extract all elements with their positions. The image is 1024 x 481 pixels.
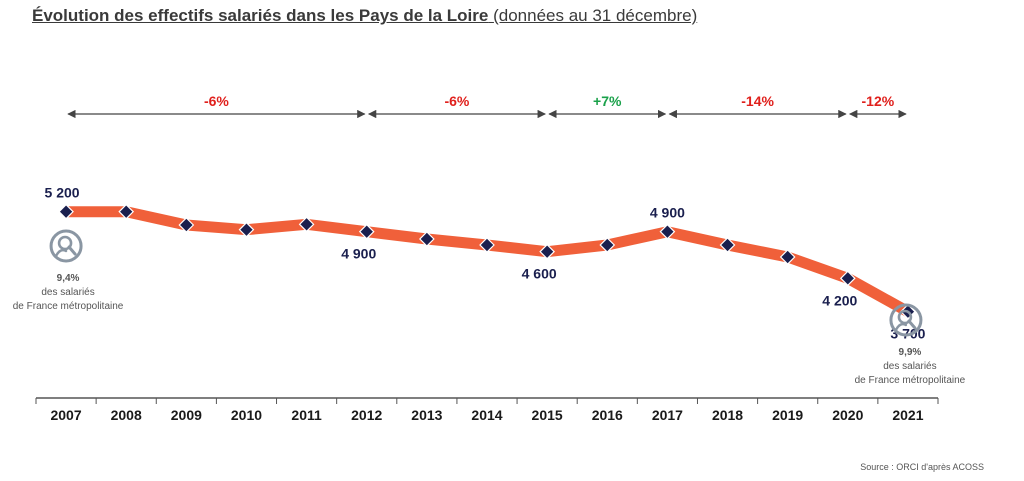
data-label-2007: 5 200 [45, 185, 80, 201]
chart-title: Évolution des effectifs salariés dans le… [32, 6, 697, 26]
x-tick-label-2014: 2014 [471, 407, 502, 423]
chart-title-sub: (données au 31 décembre) [493, 6, 698, 25]
period-change-label-2: -6% [444, 93, 469, 109]
data-point-2011 [298, 216, 315, 233]
x-tick-label-2009: 2009 [171, 407, 202, 423]
data-point-2008 [118, 203, 135, 220]
x-tick-label-2019: 2019 [772, 407, 803, 423]
x-tick-label-2013: 2013 [411, 407, 442, 423]
period-change-label-3: +7% [593, 93, 622, 109]
x-tick-label-2016: 2016 [592, 407, 623, 423]
note-line1-2007: des salariés [41, 287, 94, 298]
data-point-2009 [178, 217, 195, 233]
note-percentage-2021: 9,9% [899, 347, 922, 358]
x-tick-label-2017: 2017 [652, 407, 683, 423]
notes-group: 9,4% des salariés de France métropolitaine… [13, 229, 966, 386]
note-line2-2021: de France métropolitaine [855, 375, 966, 386]
data-point-2018 [719, 237, 736, 253]
data-label-2020: 4 200 [822, 292, 857, 308]
people-search-icon-ring [889, 303, 923, 337]
note-line1-2021: des salariés [883, 361, 936, 372]
data-point-2020 [839, 270, 856, 287]
people-search-icon-lens [57, 235, 73, 251]
x-tick-label-2021: 2021 [892, 407, 923, 423]
data-point-2007 [58, 203, 74, 220]
chart-title-main: Évolution des effectifs salariés dans le… [32, 6, 489, 25]
period-change-label-1: -6% [204, 93, 229, 109]
x-tick-label-2008: 2008 [111, 407, 142, 423]
source-note: Source : ORCI d'après ACOSS [860, 462, 984, 472]
data-point-2015 [539, 243, 555, 260]
people-search-icon-handle [907, 319, 917, 330]
data-point-2014 [479, 237, 495, 253]
people-search-icon-handle [67, 245, 77, 256]
people-search-icon-lens [897, 309, 913, 325]
x-axis: 2007 2008 2009 2010 2011 2012 2013 2014 2015 2016… [35, 397, 939, 423]
people-search-icon-ring [49, 229, 83, 263]
data-point-2017 [659, 223, 676, 240]
people-search-icon-shoulder [894, 322, 908, 332]
data-points-group [58, 203, 916, 320]
data-point-2019 [779, 249, 796, 265]
people-search-icon [889, 303, 923, 337]
period-change-group: -6% -6% +7% -14% -12% [67, 93, 907, 119]
people-search-icon [49, 229, 83, 263]
data-label-2012: 4 900 [341, 246, 376, 262]
x-tick-label-2010: 2010 [231, 407, 262, 423]
data-point-2016 [599, 237, 616, 253]
note-percentage-2007: 9,4% [57, 273, 80, 284]
data-label-2015: 4 600 [522, 266, 557, 282]
data-point-2010 [238, 221, 255, 238]
people-search-icon-shoulder [54, 248, 68, 258]
period-change-label-4: -14% [741, 93, 774, 109]
x-tick-label-2012: 2012 [351, 407, 382, 423]
x-tick-label-2007: 2007 [50, 407, 81, 423]
x-tick-label-2020: 2020 [832, 407, 863, 423]
data-point-2012 [358, 223, 375, 240]
x-tick-label-2011: 2011 [291, 407, 322, 423]
note-line2-2007: de France métropolitaine [13, 301, 124, 312]
period-change-label-5: -12% [862, 93, 895, 109]
data-point-2013 [419, 231, 435, 247]
data-label-2017: 4 900 [650, 205, 685, 221]
x-tick-label-2018: 2018 [712, 407, 743, 423]
x-tick-label-2015: 2015 [532, 407, 563, 423]
